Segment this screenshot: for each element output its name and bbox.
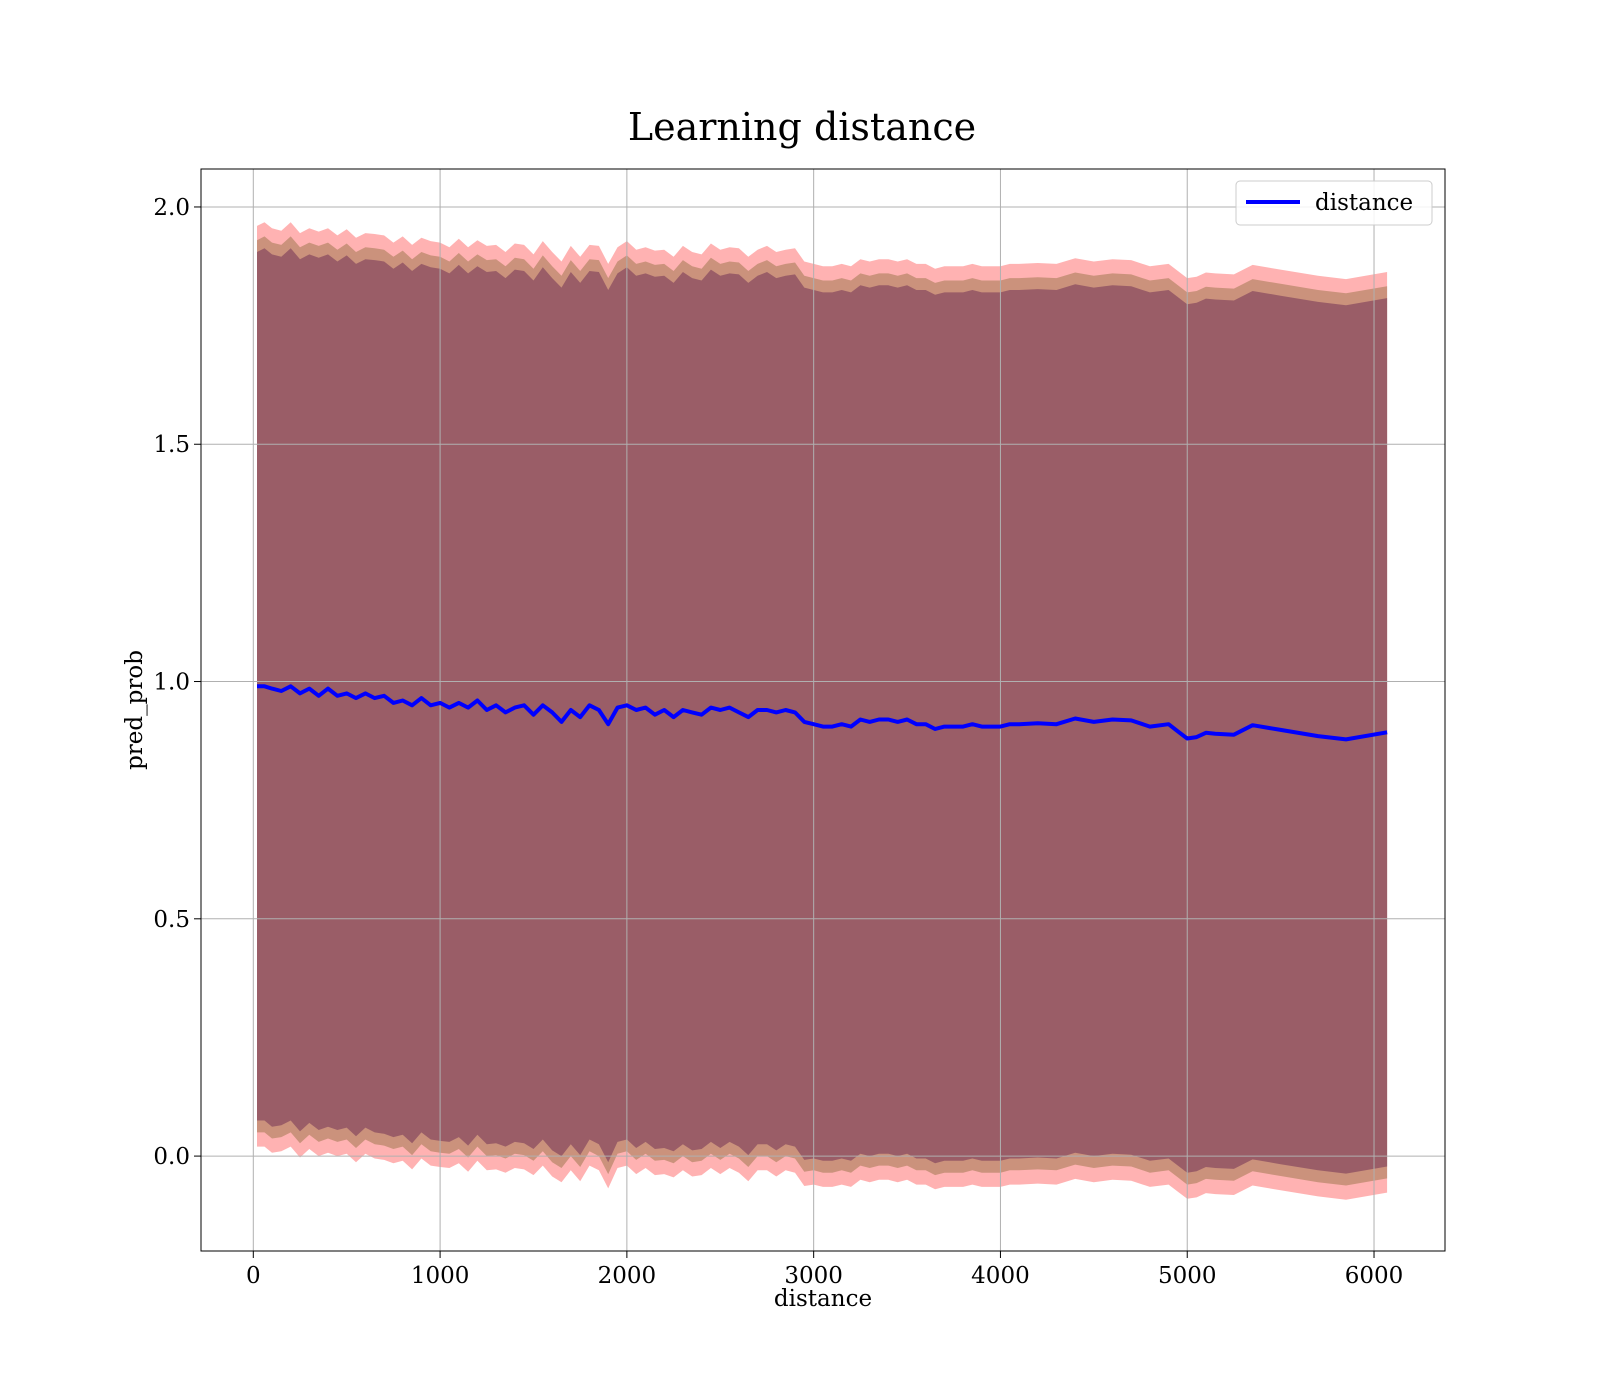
x-tick-label-4: 4000 — [971, 1263, 1030, 1289]
x-axis: 0 1000 2000 3000 4000 5000 6000 — [246, 1251, 1403, 1289]
x-tick-label-0: 0 — [246, 1263, 261, 1289]
plot-frame — [200, 168, 1446, 1252]
confidence-bands — [257, 222, 1388, 1200]
x-tick-label-1: 1000 — [411, 1263, 470, 1289]
legend-label-distance: distance — [1315, 190, 1413, 216]
x-axis-label: distance — [774, 1286, 872, 1312]
y-tick-label-4: 2.0 — [153, 195, 190, 221]
chart-title: Learning distance — [628, 105, 976, 149]
x-tick-label-6: 6000 — [1345, 1263, 1404, 1289]
y-tick-label-0: 0.0 — [153, 1144, 190, 1170]
y-axis-label: pred_prob — [122, 650, 148, 770]
confidence-band-3 — [257, 248, 1388, 1174]
legend: distance — [1235, 180, 1433, 226]
y-tick-label-2: 1.0 — [153, 670, 190, 696]
x-tick-label-3: 3000 — [784, 1263, 843, 1289]
x-tick-label-2: 2000 — [598, 1263, 657, 1289]
series-lines — [257, 684, 1388, 742]
series-line-distance — [257, 684, 1388, 742]
y-axis: 0.0 0.5 1.0 1.5 2.0 — [153, 195, 201, 1170]
legend-box — [1235, 180, 1433, 226]
y-tick-label-3: 1.5 — [153, 432, 190, 458]
y-tick-label-1: 0.5 — [153, 907, 190, 933]
x-tick-label-5: 5000 — [1158, 1263, 1217, 1289]
